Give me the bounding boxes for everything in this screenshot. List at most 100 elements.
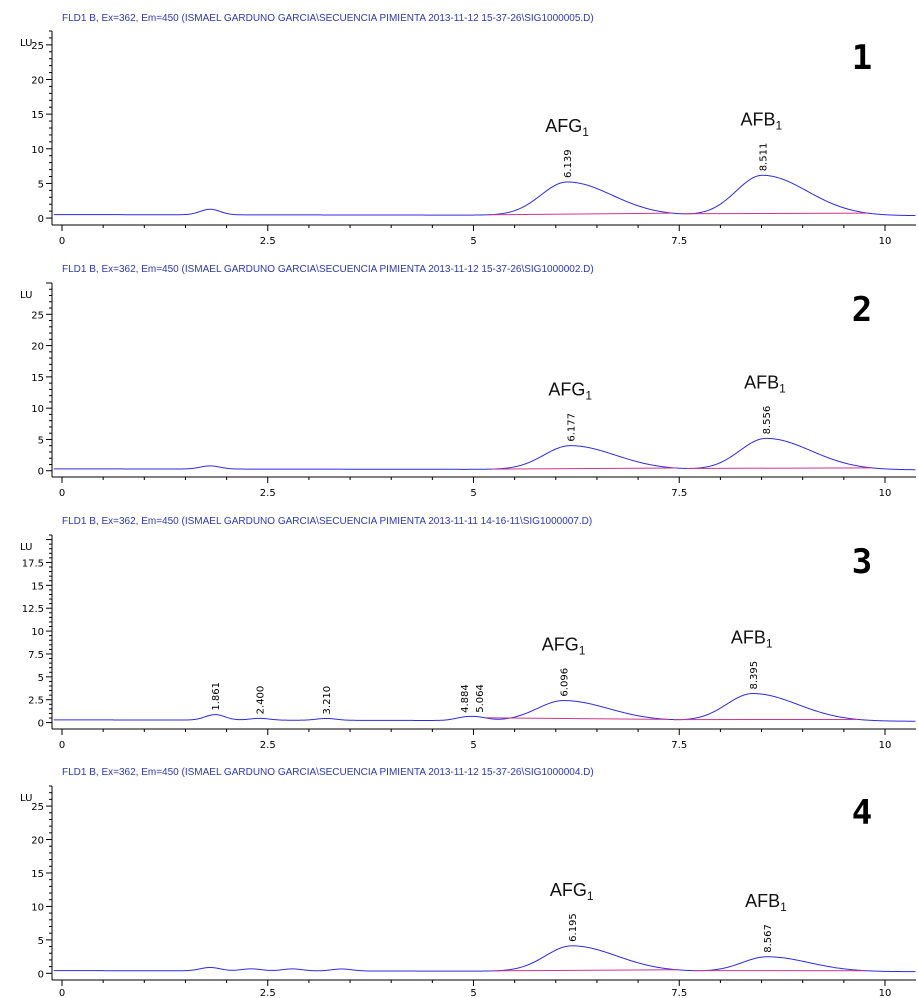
compound-name: AFG xyxy=(550,880,587,900)
peak-compound-label: AFG1 xyxy=(542,635,586,658)
panel-number: 4 xyxy=(852,793,872,833)
y-tick-label: 20 xyxy=(31,76,44,87)
x-tick-label: 0 xyxy=(59,740,65,751)
x-tick-label: 2.5 xyxy=(260,488,276,499)
peak-retention-time: 8.395 xyxy=(749,661,760,690)
y-tick-label: 20 xyxy=(31,342,44,353)
compound-name: AFB xyxy=(745,891,780,911)
chromatogram-panel-2: FLD1 B, Ex=362, Em=450 (ISMAEL GARDUNO G… xyxy=(20,264,916,499)
y-tick-label: 25 xyxy=(31,802,44,813)
y-tick-label: 15 xyxy=(31,110,44,121)
x-tick-label: 2.5 xyxy=(260,740,276,751)
peak-compound-label: AFG1 xyxy=(548,380,592,403)
y-tick-label: 17.5 xyxy=(22,558,44,569)
compound-name: AFG xyxy=(542,635,579,655)
y-tick-label: 10 xyxy=(31,404,44,415)
y-tick-label: 5 xyxy=(38,179,44,190)
peak-compound-label: AFB1 xyxy=(745,891,787,914)
compound-subscript: 1 xyxy=(582,125,589,139)
x-tick-label: 7.5 xyxy=(671,236,687,247)
peak-compound-label: AFB1 xyxy=(740,109,782,132)
y-tick-label: 0 xyxy=(38,969,44,980)
x-tick-label: 10 xyxy=(879,236,892,247)
x-tick-label: 5 xyxy=(470,740,476,751)
x-tick-label: 5 xyxy=(470,236,476,247)
y-axis-unit: LU xyxy=(20,290,32,301)
panel-title: FLD1 B, Ex=362, Em=450 (ISMAEL GARDUNO G… xyxy=(62,13,594,24)
integration-baseline xyxy=(488,212,673,216)
panel-title: FLD1 B, Ex=362, Em=450 (ISMAEL GARDUNO G… xyxy=(62,264,594,275)
x-tick-label: 5 xyxy=(470,488,476,499)
integration-baseline xyxy=(492,969,678,972)
compound-subscript: 1 xyxy=(779,381,786,395)
compound-name: AFG xyxy=(545,116,582,136)
peak-retention-time: 6.195 xyxy=(568,913,579,942)
compound-subscript: 1 xyxy=(587,889,594,903)
compound-name: AFB xyxy=(744,372,779,392)
compound-subscript: 1 xyxy=(775,118,782,132)
minor-peak-retention-time: 2.400 xyxy=(256,686,267,715)
peak-compound-label: AFB1 xyxy=(744,372,786,395)
peak-compound-label: AFG1 xyxy=(545,116,589,139)
y-tick-label: 5 xyxy=(38,435,44,446)
x-tick-label: 10 xyxy=(879,740,892,751)
y-tick-label: 0 xyxy=(38,719,44,730)
compound-subscript: 1 xyxy=(766,637,773,651)
compound-subscript: 1 xyxy=(585,389,592,403)
panel-number: 3 xyxy=(852,542,872,582)
compound-subscript: 1 xyxy=(780,900,787,914)
y-tick-label: 5 xyxy=(38,936,44,947)
compound-name: AFB xyxy=(731,628,766,648)
peak-retention-time: 6.139 xyxy=(563,149,574,178)
peak-retention-time: 6.177 xyxy=(566,413,577,442)
signal-trace xyxy=(53,174,916,217)
x-tick-label: 7.5 xyxy=(671,740,687,751)
integration-baseline xyxy=(683,212,868,215)
peak-compound-label: AFB1 xyxy=(731,628,773,651)
panel-title: FLD1 B, Ex=362, Em=450 (ISMAEL GARDUNO G… xyxy=(62,516,592,527)
y-tick-label: 20 xyxy=(31,836,44,847)
y-tick-label: 12.5 xyxy=(22,604,44,615)
y-tick-label: 2.5 xyxy=(28,696,44,707)
y-tick-label: 25 xyxy=(31,310,44,321)
y-tick-label: 10 xyxy=(31,145,44,156)
chromatogram-panel-4: FLD1 B, Ex=362, Em=450 (ISMAEL GARDUNO G… xyxy=(20,767,916,998)
peak-retention-time: 6.096 xyxy=(560,668,571,697)
x-tick-label: 7.5 xyxy=(671,988,687,998)
x-tick-label: 0 xyxy=(59,488,65,499)
y-tick-label: 10 xyxy=(31,902,44,913)
y-tick-label: 25 xyxy=(31,41,44,52)
integration-baseline xyxy=(491,467,676,470)
minor-peak-retention-time: 5.064 xyxy=(475,684,486,713)
panel-number: 1 xyxy=(852,38,872,78)
y-tick-label: 5 xyxy=(38,673,44,684)
y-tick-label: 0 xyxy=(38,214,44,225)
x-tick-label: 0 xyxy=(59,988,65,998)
peak-retention-time: 8.511 xyxy=(758,143,769,172)
integration-baseline xyxy=(484,717,670,720)
signal-trace xyxy=(53,693,916,722)
y-tick-label: 0 xyxy=(38,467,44,478)
minor-peak-retention-time: 4.884 xyxy=(460,684,471,713)
compound-name: AFB xyxy=(740,109,775,129)
x-tick-label: 2.5 xyxy=(260,236,276,247)
x-tick-label: 10 xyxy=(879,988,892,998)
y-axis-unit: LU xyxy=(20,542,32,553)
y-tick-label: 15 xyxy=(31,581,44,592)
chromatogram-panel-1: FLD1 B, Ex=362, Em=450 (ISMAEL GARDUNO G… xyxy=(20,13,916,247)
panel-title: FLD1 B, Ex=362, Em=450 (ISMAEL GARDUNO G… xyxy=(62,767,594,778)
x-tick-label: 5 xyxy=(470,988,476,998)
chromatogram-panel-3: FLD1 B, Ex=362, Em=450 (ISMAEL GARDUNO G… xyxy=(20,516,916,751)
y-tick-label: 15 xyxy=(31,869,44,880)
y-tick-label: 15 xyxy=(31,373,44,384)
y-axis-unit: LU xyxy=(20,38,32,49)
y-tick-label: 7.5 xyxy=(28,650,44,661)
integration-baseline xyxy=(687,467,872,469)
signal-trace xyxy=(53,437,916,471)
x-tick-label: 0 xyxy=(59,236,65,247)
x-tick-label: 7.5 xyxy=(671,488,687,499)
x-tick-label: 2.5 xyxy=(260,988,276,998)
compound-name: AFG xyxy=(548,380,585,400)
minor-peak-retention-time: 3.210 xyxy=(322,686,333,715)
